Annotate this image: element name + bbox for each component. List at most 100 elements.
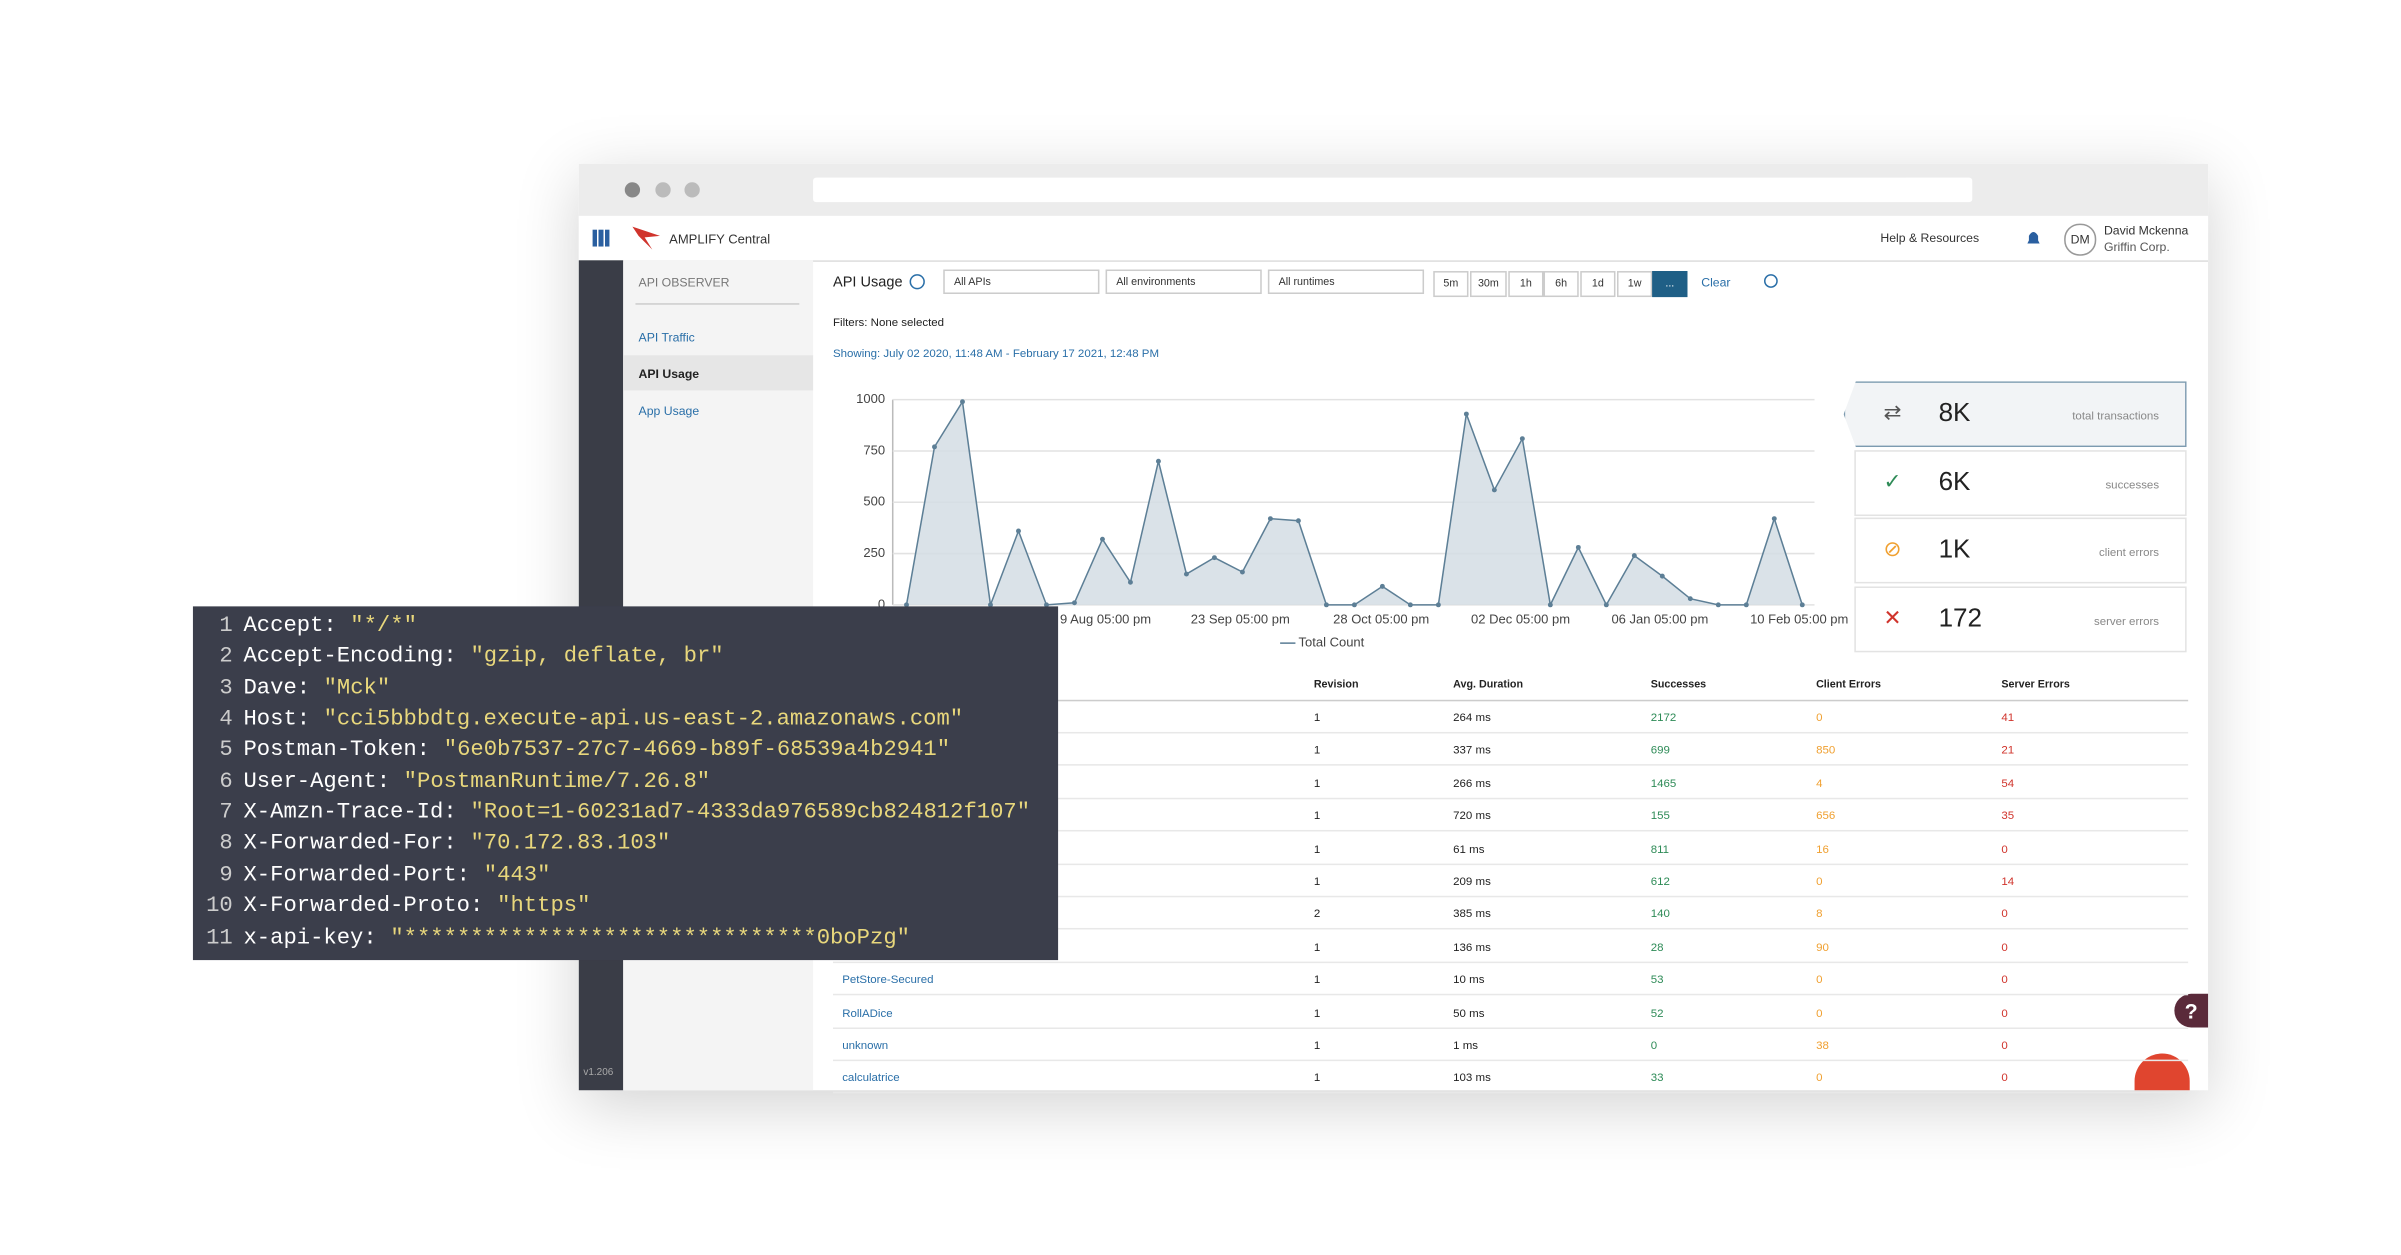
line-number: 5: [219, 738, 233, 764]
point: [1351, 602, 1357, 608]
table-cell: 38: [1816, 1038, 1829, 1052]
row-rule: [833, 1026, 2189, 1029]
point: [1743, 602, 1749, 608]
header-key: X-Amzn-Trace-Id:: [243, 800, 457, 826]
range-button[interactable]: 1h: [1508, 271, 1544, 298]
line-number: 9: [219, 863, 233, 888]
point: [1267, 516, 1273, 522]
stat-icon: ⊘: [1883, 535, 1902, 561]
range-button[interactable]: ...: [1652, 271, 1688, 298]
table-cell: 1: [1313, 743, 1321, 758]
point: [1183, 571, 1189, 577]
table-cell: 8: [1816, 907, 1823, 921]
table-cell: 0: [2001, 1005, 2008, 1020]
stat-icon: ⇄: [1883, 399, 1902, 425]
select[interactable]: All APIs: [943, 269, 1100, 294]
range-button[interactable]: 5m: [1433, 271, 1469, 298]
table-cell: 264 ms: [1453, 710, 1491, 725]
table-cell: 0: [1816, 972, 1823, 987]
refresh-icon[interactable]: [1764, 274, 1778, 288]
select[interactable]: All environments: [1105, 269, 1262, 294]
stat-label: successes: [2105, 477, 2160, 492]
row-rule: [833, 797, 2189, 800]
nav-item[interactable]: API Usage: [638, 367, 700, 382]
point: [1799, 602, 1805, 608]
line-number: 7: [219, 800, 233, 826]
table-cell: 53: [1650, 972, 1664, 987]
row-rule: [833, 863, 2189, 865]
api-name[interactable]: unknown: [842, 1038, 889, 1052]
table-cell: 155: [1650, 808, 1670, 823]
api-name[interactable]: calculatrice: [842, 1070, 900, 1085]
bell-icon[interactable]: [2023, 227, 2044, 248]
table-cell: 61 ms: [1453, 841, 1485, 856]
line-number: 2: [219, 645, 233, 670]
point: [1044, 602, 1049, 608]
range-button[interactable]: 30m: [1470, 271, 1507, 298]
table-cell: 1: [1313, 874, 1321, 889]
help-button[interactable]: ?: [2174, 993, 2209, 1028]
range-button[interactable]: 1d: [1580, 271, 1616, 298]
header-key: Accept:: [243, 614, 337, 639]
point: [1547, 602, 1553, 608]
table-cell: 850: [1816, 743, 1836, 758]
table-cell: 21: [2001, 743, 2015, 758]
table-cell: 0: [2001, 1070, 2008, 1085]
code-panel: 1 Accept: "*/*" 2 Accept-Encoding: "gzip, def…: [192, 606, 1059, 961]
api-name[interactable]: PetStore-Secured: [842, 972, 934, 987]
help-menu[interactable]: Help & Resources: [1880, 231, 1980, 245]
point: [1239, 569, 1245, 575]
table-cell: 266 ms: [1453, 776, 1491, 790]
point: [1407, 602, 1413, 608]
table-cell: 16: [1816, 841, 1829, 856]
line-number: 8: [219, 832, 233, 857]
app-header: [578, 215, 2209, 262]
clear-button[interactable]: Clear: [1701, 275, 1731, 290]
nav-item[interactable]: App Usage: [638, 404, 700, 419]
avatar[interactable]: DM: [2064, 223, 2097, 256]
table-cell: 1: [1313, 841, 1321, 856]
table-cell: 337 ms: [1453, 743, 1491, 758]
line-number: 11: [206, 925, 233, 951]
point: [1771, 516, 1777, 522]
table-cell: 14: [2001, 874, 2015, 889]
table-cell: 41: [2001, 710, 2015, 725]
nav-item[interactable]: API Traffic: [638, 330, 695, 345]
point: [1631, 553, 1637, 559]
point: [1211, 555, 1217, 561]
apps-icon[interactable]: [592, 229, 610, 247]
table-cell: 1: [1313, 939, 1321, 954]
line: [905, 399, 1804, 608]
y-tick-label: 250: [863, 545, 885, 560]
range-button[interactable]: 1w: [1617, 271, 1653, 298]
nav-section: API OBSERVER: [638, 275, 730, 290]
line-number: 6: [219, 769, 233, 795]
app-name: AMPLIFY Central: [669, 231, 771, 247]
table-cell: 1: [1313, 1005, 1321, 1020]
nav-active: [623, 355, 814, 391]
header-value: "443": [483, 863, 551, 888]
point: [1435, 602, 1441, 608]
api-name[interactable]: RollADice: [842, 1005, 893, 1020]
page-title: API Usage: [833, 274, 903, 291]
table-cell: 1465: [1650, 776, 1677, 790]
window-dot: [684, 182, 700, 198]
point: [932, 444, 937, 450]
info-icon[interactable]: [909, 274, 925, 290]
header-value: "PostmanRuntime/7.26.8": [403, 769, 711, 795]
table-cell: 0: [2001, 841, 2008, 856]
row-rule: [833, 1059, 2189, 1062]
stat-icon: ✕: [1883, 604, 1902, 630]
point: [1155, 458, 1161, 464]
point: [904, 602, 909, 608]
range-button[interactable]: 6h: [1543, 271, 1579, 298]
table-cell: 0: [2001, 972, 2008, 987]
y-tick-label: 1000: [856, 391, 885, 406]
select[interactable]: All runtimes: [1267, 269, 1425, 294]
line-number: 3: [219, 676, 233, 701]
address-bar[interactable]: [813, 177, 1973, 203]
point: [1100, 536, 1105, 542]
x-tick-label: 10 Feb 05:00 pm: [1750, 612, 1848, 627]
